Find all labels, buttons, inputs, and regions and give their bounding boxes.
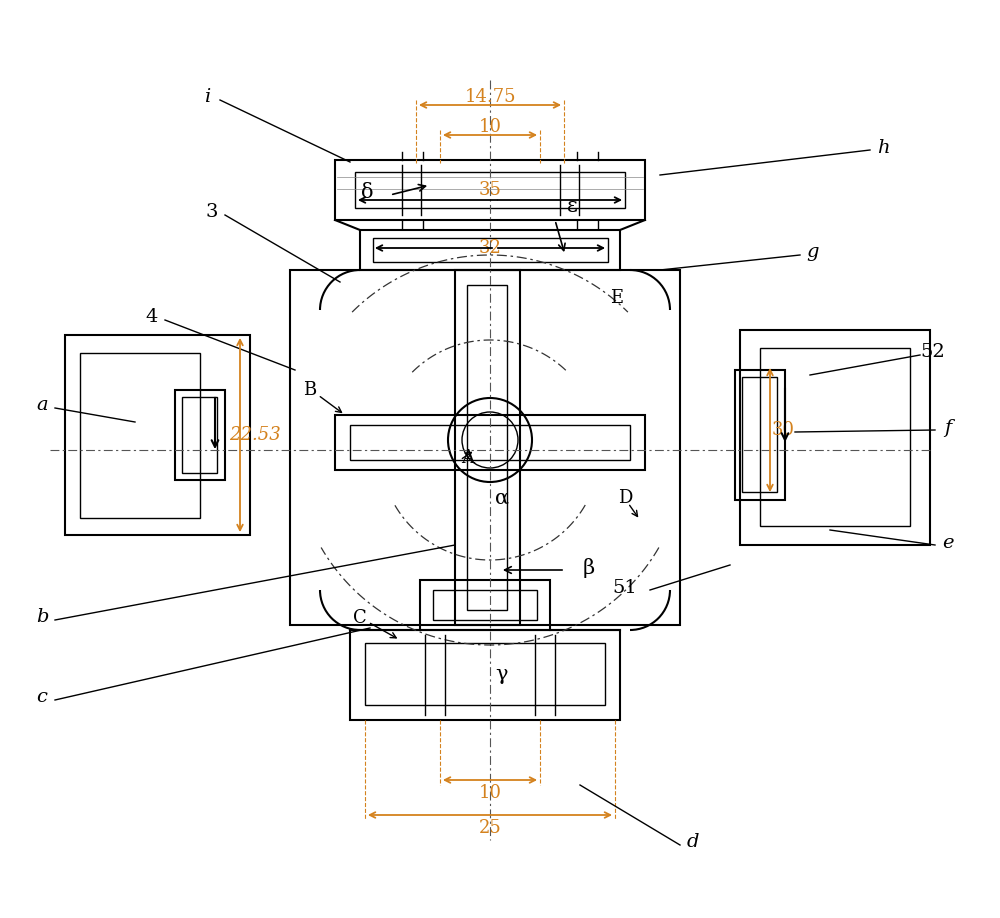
Text: h: h xyxy=(877,139,889,157)
Text: 30: 30 xyxy=(772,421,794,439)
Circle shape xyxy=(448,398,532,482)
Text: A: A xyxy=(462,449,475,467)
Bar xyxy=(467,285,507,610)
Text: 10: 10 xyxy=(479,784,502,802)
Text: D: D xyxy=(618,489,632,507)
Text: 4: 4 xyxy=(146,308,158,326)
Text: δ: δ xyxy=(361,184,373,203)
Bar xyxy=(182,397,217,473)
Bar xyxy=(65,335,250,535)
Bar xyxy=(740,330,930,545)
Circle shape xyxy=(462,412,518,468)
Text: E: E xyxy=(610,289,624,307)
Bar xyxy=(290,270,680,625)
Text: 35: 35 xyxy=(479,181,501,199)
Text: β: β xyxy=(583,558,595,578)
Bar xyxy=(175,390,225,480)
Bar xyxy=(350,630,620,720)
Text: C: C xyxy=(353,609,367,627)
Text: 3: 3 xyxy=(206,203,218,221)
Text: γ: γ xyxy=(495,666,508,685)
Text: g: g xyxy=(807,243,819,261)
Bar xyxy=(335,160,645,220)
Text: a: a xyxy=(36,396,48,414)
Text: 22.53: 22.53 xyxy=(229,426,281,444)
Text: α: α xyxy=(495,488,509,508)
Text: 51: 51 xyxy=(612,579,637,597)
Bar xyxy=(760,348,910,526)
Text: i: i xyxy=(204,88,210,106)
Text: 52: 52 xyxy=(921,343,945,361)
Bar xyxy=(735,370,785,500)
Text: c: c xyxy=(37,688,47,706)
Text: 32: 32 xyxy=(479,239,501,257)
Bar xyxy=(742,377,777,492)
Bar xyxy=(80,353,200,518)
Text: 14.75: 14.75 xyxy=(464,88,516,106)
Text: e: e xyxy=(942,534,954,552)
Text: b: b xyxy=(36,608,48,626)
Text: 10: 10 xyxy=(479,118,502,136)
Bar xyxy=(360,230,620,270)
Bar xyxy=(365,643,605,705)
Text: ε: ε xyxy=(567,197,578,217)
Bar xyxy=(420,580,550,630)
Bar xyxy=(373,238,608,262)
Bar xyxy=(335,415,645,470)
Bar xyxy=(350,425,630,460)
Bar xyxy=(455,270,520,625)
Bar xyxy=(355,172,625,208)
Text: 25: 25 xyxy=(479,819,501,837)
Bar xyxy=(433,590,537,620)
Text: d: d xyxy=(687,833,699,851)
Text: f: f xyxy=(944,419,952,437)
Text: B: B xyxy=(303,381,317,399)
